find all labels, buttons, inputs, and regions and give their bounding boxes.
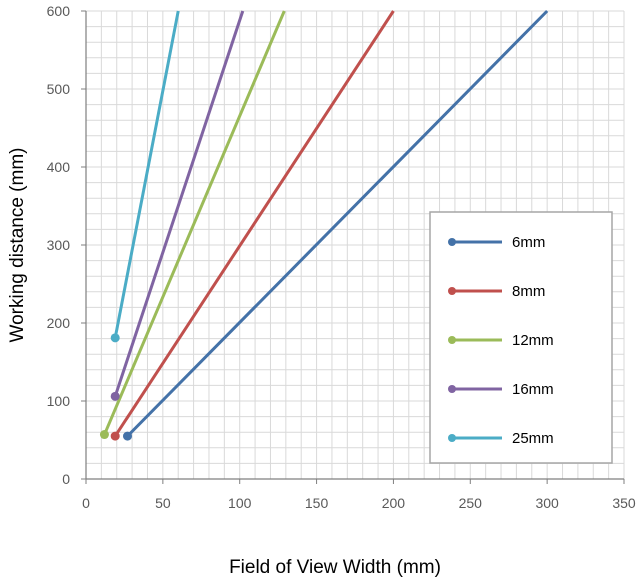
y-tick-label: 400 — [47, 159, 71, 175]
legend-6mm-marker — [448, 238, 456, 246]
x-axis-ticks: 0 50 100 150 200 250 300 350 — [82, 479, 636, 511]
series-8mm-marker — [110, 431, 120, 441]
x-tick-label: 250 — [459, 495, 483, 511]
series-16mm-marker — [110, 391, 120, 401]
y-tick-label: 200 — [47, 315, 71, 331]
series-25mm-marker — [110, 333, 120, 343]
x-axis-title: Field of View Width (mm) — [229, 557, 441, 578]
legend-12mm-label: 12mm — [512, 332, 554, 349]
y-axis-title: Working distance (mm) — [7, 148, 28, 343]
y-tick-label: 600 — [47, 3, 71, 19]
series-16mm-line — [113, 10, 245, 397]
legend-8mm-marker — [448, 287, 456, 295]
legend-25mm-label: 25mm — [512, 430, 554, 447]
y-tick-label: 100 — [47, 393, 71, 409]
legend-6mm-label: 6mm — [512, 234, 545, 251]
x-tick-label: 300 — [535, 495, 559, 511]
series-25mm-line — [113, 10, 180, 339]
legend-16mm-label: 16mm — [512, 381, 554, 398]
legend-25mm-marker — [448, 434, 456, 442]
y-tick-label: 500 — [47, 81, 71, 97]
y-tick-label: 0 — [62, 471, 70, 487]
x-tick-label: 0 — [82, 495, 90, 511]
series-6mm-marker — [123, 431, 133, 441]
legend-8mm-label: 8mm — [512, 283, 545, 300]
x-tick-label: 50 — [155, 495, 171, 511]
series-12mm-marker — [99, 430, 109, 440]
x-tick-label: 150 — [305, 495, 329, 511]
series-group — [99, 9, 549, 441]
series-8mm-line — [113, 10, 395, 437]
legend-box — [429, 211, 613, 464]
legend-16mm-marker — [448, 385, 456, 393]
y-axis-ticks: 0 100 200 300 400 500 600 — [47, 3, 86, 487]
x-tick-label: 200 — [382, 495, 406, 511]
series-12mm-line — [103, 10, 286, 436]
y-tick-label: 300 — [47, 237, 71, 253]
x-tick-label: 350 — [612, 495, 636, 511]
legend: 6mm 8mm 12mm 16mm 25mm — [429, 211, 613, 464]
x-tick-label: 100 — [228, 495, 252, 511]
series-6mm-line — [126, 9, 549, 438]
legend-12mm-marker — [448, 336, 456, 344]
